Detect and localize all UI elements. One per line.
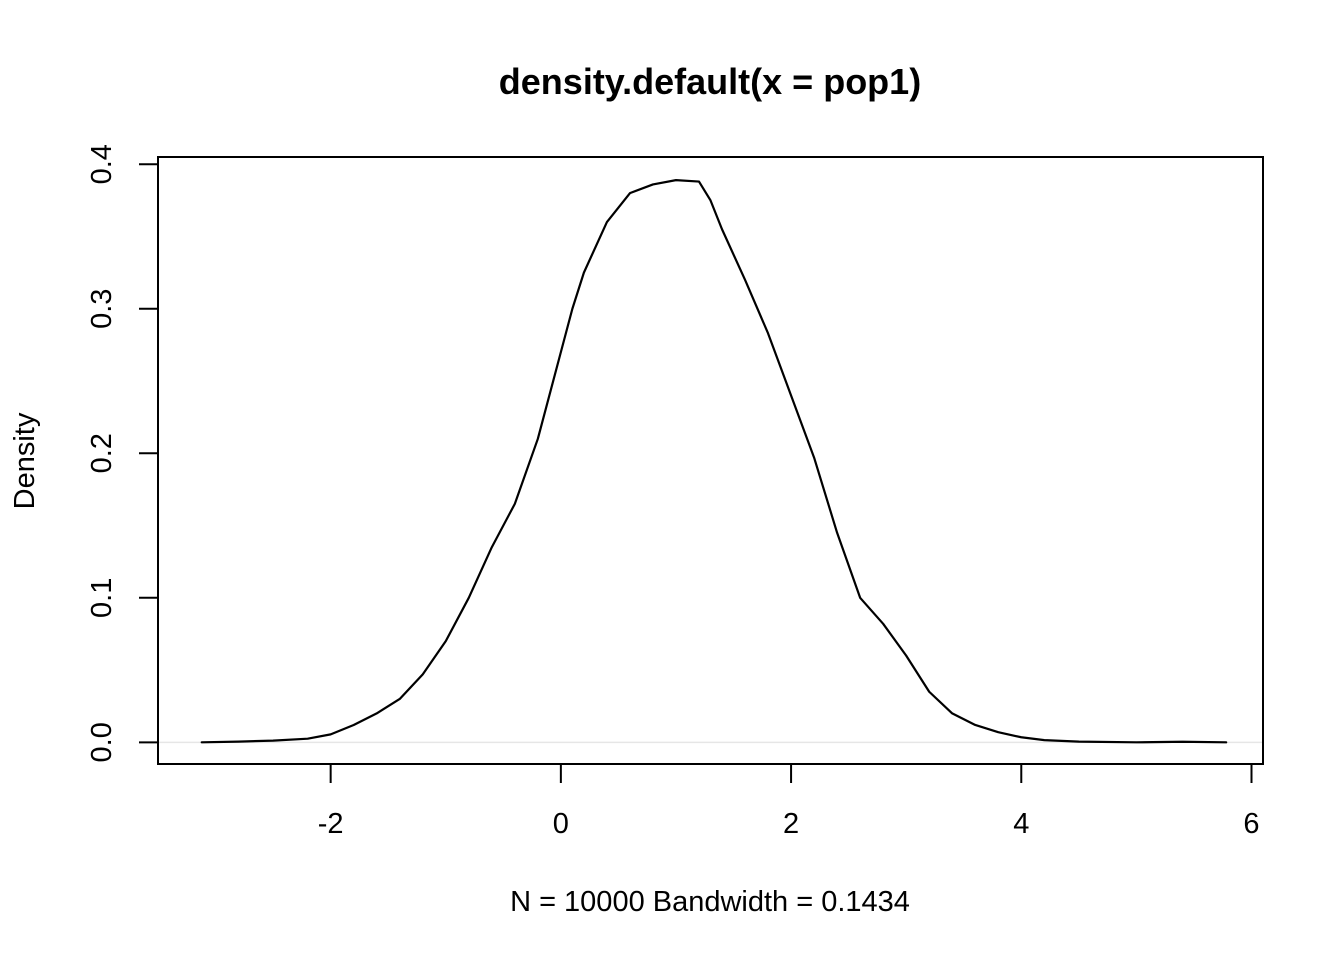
x-tick-label: -2 bbox=[318, 808, 344, 840]
chart-title: density.default(x = pop1) bbox=[499, 61, 921, 102]
density-curve-0 bbox=[200, 179, 1228, 744]
x-tick-label: 6 bbox=[1243, 808, 1259, 840]
y-tick-label: 0.0 bbox=[86, 722, 118, 762]
x-tick-label: 4 bbox=[1013, 808, 1029, 840]
y-tick-label: 0.3 bbox=[86, 289, 118, 329]
y-tick-label: 0.1 bbox=[86, 578, 118, 618]
x-tick-label: 0 bbox=[553, 808, 569, 840]
plot-area bbox=[157, 156, 1264, 765]
y-axis-label: Density bbox=[9, 412, 41, 509]
x-tick-label: 2 bbox=[783, 808, 799, 840]
x-axis-label: N = 10000 Bandwidth = 0.1434 bbox=[510, 886, 910, 918]
y-tick-label: 0.4 bbox=[86, 144, 118, 184]
plot-frame bbox=[157, 156, 1264, 765]
x-axis: -2 0 2 4 6 bbox=[318, 763, 1260, 840]
y-axis: 0.0 0.1 0.2 0.3 0.4 bbox=[86, 144, 159, 762]
y-tick-label: 0.2 bbox=[86, 433, 118, 473]
